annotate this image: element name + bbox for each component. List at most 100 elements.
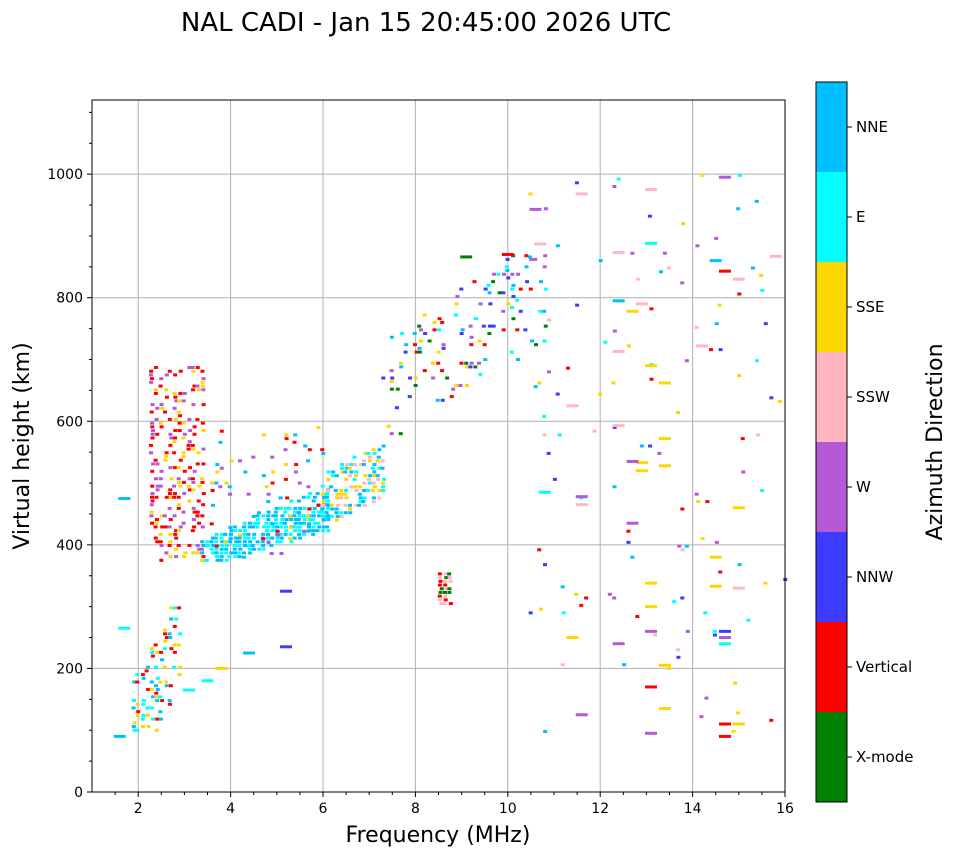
echo-point bbox=[423, 332, 428, 336]
echo-point bbox=[252, 536, 257, 540]
echo-point bbox=[149, 680, 154, 684]
colorbar-label: SSE bbox=[856, 298, 885, 316]
echo-point bbox=[293, 470, 298, 474]
echo-point bbox=[190, 477, 195, 481]
echo-point bbox=[298, 506, 303, 510]
echo-point bbox=[320, 507, 325, 511]
echo-point bbox=[270, 455, 275, 459]
echo-point bbox=[672, 600, 677, 604]
echo-point bbox=[372, 474, 377, 478]
echo-point bbox=[645, 364, 658, 368]
echo-point bbox=[321, 518, 326, 522]
echo-point bbox=[478, 302, 483, 306]
echo-point bbox=[574, 181, 579, 185]
echo-point bbox=[354, 470, 359, 474]
echo-point bbox=[201, 447, 206, 451]
echo-point bbox=[431, 376, 436, 380]
echo-point bbox=[284, 518, 289, 522]
echo-point bbox=[367, 481, 372, 485]
echo-point bbox=[187, 488, 192, 492]
echo-point bbox=[321, 500, 326, 504]
echo-point bbox=[371, 448, 376, 452]
echo-point bbox=[324, 492, 329, 496]
echo-point bbox=[265, 536, 270, 540]
echo-point bbox=[274, 521, 279, 525]
echo-point bbox=[158, 532, 163, 536]
echo-point bbox=[159, 514, 164, 518]
echo-point bbox=[555, 392, 560, 396]
echo-point bbox=[150, 654, 155, 658]
echo-point bbox=[344, 477, 349, 481]
echo-point bbox=[172, 650, 177, 654]
echo-point bbox=[717, 303, 722, 307]
echo-point bbox=[283, 532, 288, 536]
echo-point bbox=[163, 639, 168, 643]
echo-point bbox=[164, 373, 169, 377]
echo-point bbox=[172, 492, 177, 496]
echo-point bbox=[141, 725, 146, 729]
echo-point bbox=[146, 725, 151, 729]
echo-point bbox=[502, 272, 507, 276]
echo-point bbox=[176, 529, 181, 533]
echo-point bbox=[214, 481, 219, 485]
echo-point bbox=[326, 477, 331, 481]
echo-point bbox=[511, 294, 516, 298]
echo-point bbox=[382, 477, 387, 481]
echo-point bbox=[168, 636, 173, 640]
echo-point bbox=[662, 251, 667, 255]
echo-point bbox=[622, 663, 627, 667]
x-tick-label: 14 bbox=[684, 801, 702, 817]
echo-point bbox=[176, 480, 181, 484]
echo-point bbox=[542, 414, 547, 418]
echo-point bbox=[183, 688, 196, 692]
echo-point bbox=[626, 521, 639, 525]
echo-point bbox=[542, 309, 547, 313]
echo-point bbox=[214, 532, 219, 536]
echo-point bbox=[172, 484, 177, 488]
echo-point bbox=[145, 713, 150, 717]
echo-point bbox=[518, 287, 523, 291]
echo-point bbox=[224, 558, 229, 562]
echo-point bbox=[164, 388, 169, 392]
echo-point bbox=[154, 728, 159, 732]
echo-point bbox=[168, 518, 173, 522]
echo-point bbox=[321, 525, 326, 529]
echo-point bbox=[279, 536, 284, 540]
echo-point bbox=[473, 365, 478, 369]
echo-point bbox=[149, 380, 154, 384]
echo-point bbox=[187, 366, 192, 370]
echo-point bbox=[200, 384, 205, 388]
echo-point bbox=[737, 374, 742, 378]
echo-point bbox=[169, 477, 174, 481]
echo-point bbox=[311, 499, 316, 503]
echo-point bbox=[141, 699, 146, 703]
echo-point bbox=[505, 269, 510, 273]
echo-point bbox=[403, 350, 408, 354]
echo-point bbox=[418, 328, 423, 332]
echo-point bbox=[141, 676, 146, 680]
echo-point bbox=[274, 506, 279, 510]
echo-point bbox=[449, 395, 454, 399]
echo-point bbox=[417, 350, 422, 354]
echo-point bbox=[377, 488, 382, 492]
echo-point bbox=[195, 510, 200, 514]
echo-point bbox=[169, 647, 174, 651]
echo-point bbox=[746, 618, 751, 622]
echo-point bbox=[168, 555, 173, 559]
echo-point bbox=[515, 298, 520, 302]
echo-point bbox=[316, 514, 321, 518]
echo-point bbox=[201, 388, 206, 392]
echo-point bbox=[140, 673, 145, 677]
echo-point bbox=[510, 272, 515, 276]
echo-point bbox=[201, 403, 206, 407]
echo-point bbox=[159, 425, 164, 429]
echo-point bbox=[181, 399, 186, 403]
echo-point bbox=[275, 540, 280, 544]
echo-point bbox=[223, 540, 228, 544]
echo-point bbox=[501, 252, 514, 256]
echo-point bbox=[560, 585, 565, 589]
colorbar-segment bbox=[816, 712, 847, 802]
echo-point bbox=[658, 381, 671, 385]
echo-point bbox=[261, 543, 266, 547]
echo-point bbox=[223, 532, 228, 536]
